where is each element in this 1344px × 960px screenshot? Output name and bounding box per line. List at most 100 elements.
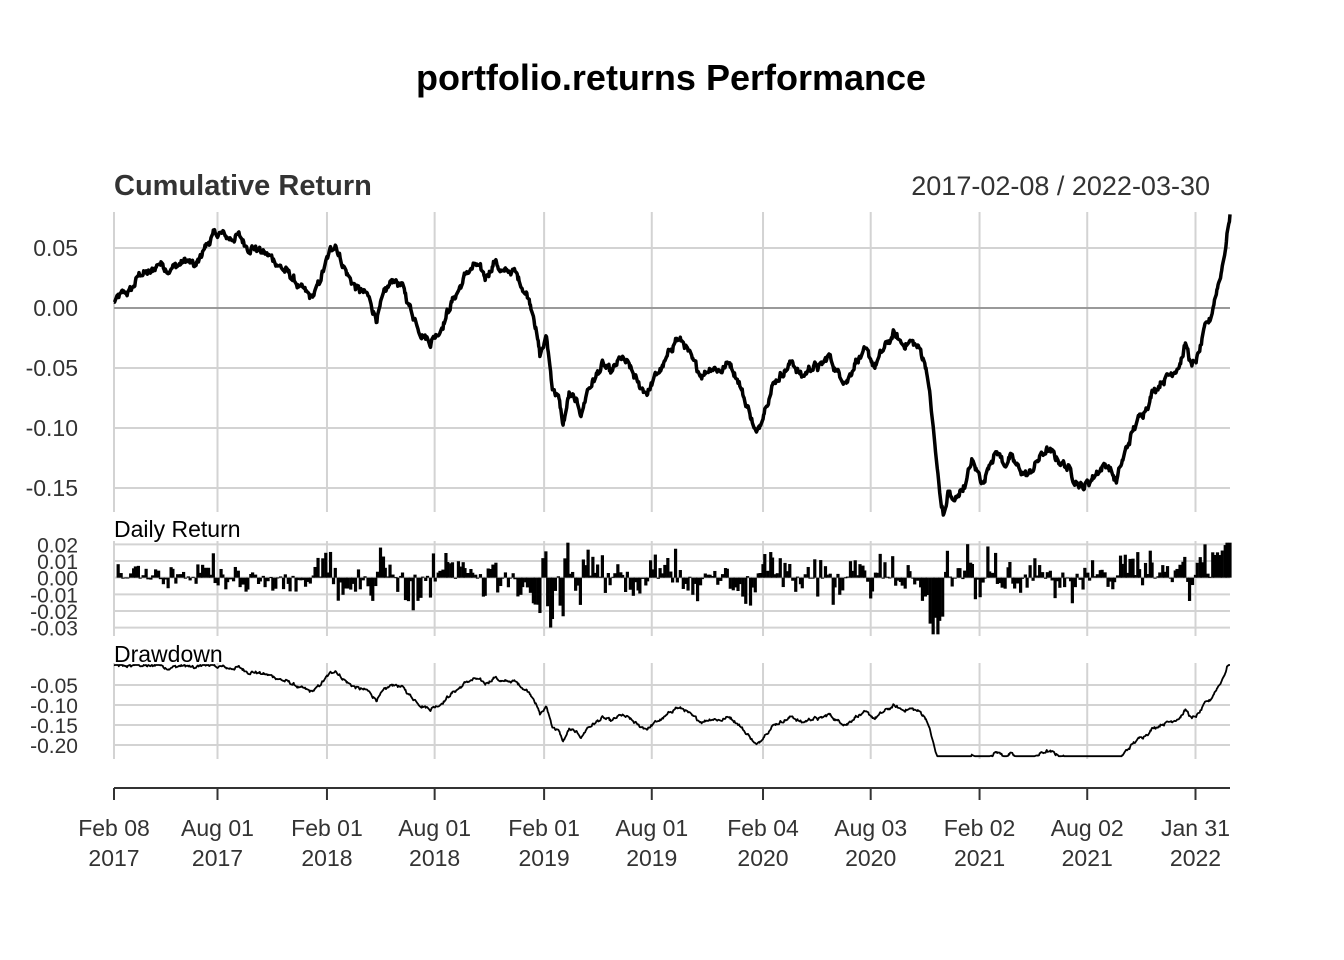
daily-return-bar [913, 577, 917, 585]
daily-return-bar [494, 562, 498, 578]
daily-return-bar [1162, 571, 1167, 578]
daily-return-bar [1019, 577, 1023, 593]
daily-return-bar [386, 576, 390, 578]
daily-return-bar [176, 574, 180, 578]
cumulative-return-title: Cumulative Return [114, 170, 372, 202]
daily-return-bar [995, 577, 1000, 584]
daily-return-bar [641, 577, 645, 579]
x-tick-label: 2018 [409, 845, 460, 871]
daily-return-bar [894, 577, 898, 586]
daily-return-bar [500, 577, 505, 579]
daily-return-bar [263, 577, 267, 588]
daily-return-bar [408, 577, 412, 582]
y-tick-label: 0.00 [33, 295, 78, 321]
daily-return-bar [226, 577, 230, 583]
daily-return-bar [324, 552, 328, 578]
daily-return-bar [848, 561, 853, 578]
daily-return-bar [794, 577, 798, 592]
daily-return-bar [1061, 572, 1065, 578]
daily-return-bar [803, 574, 807, 578]
daily-return-bar [858, 564, 862, 578]
daily-return-bar [850, 570, 854, 578]
daily-y-ticks: 0.020.010.00-0.01-0.02-0.03 [30, 534, 78, 640]
daily-return-bar [828, 573, 832, 578]
x-tick-label: 2018 [301, 845, 352, 871]
x-tick-label: 2017 [192, 845, 243, 871]
daily-return-bar [1198, 557, 1202, 578]
daily-return-bar [481, 577, 486, 597]
y-tick-label: 0.02 [37, 534, 78, 557]
daily-return-bar [350, 577, 355, 584]
daily-return-bar [221, 574, 225, 578]
daily-return-bar [119, 573, 123, 578]
daily-return-bar [319, 576, 323, 578]
daily-return-bar [1228, 542, 1232, 578]
x-tick-label: 2020 [845, 845, 896, 871]
x-tick-label: 2020 [737, 845, 788, 871]
daily-return-bar [596, 564, 600, 578]
daily-return-bar [374, 577, 378, 587]
daily-return-bar [1011, 577, 1015, 584]
daily-return-bar [1025, 577, 1029, 588]
daily-return-bar [291, 575, 295, 578]
daily-return-bar [750, 577, 754, 588]
daily-return-bar [431, 553, 436, 578]
daily-return-bar [233, 566, 237, 578]
daily-return-bar [219, 568, 223, 578]
daily-return-bar [496, 577, 500, 593]
daily-return-bar [124, 577, 128, 579]
daily-return-bar [1000, 577, 1004, 588]
daily-return-bar [969, 562, 973, 578]
daily-return-bar [669, 571, 673, 578]
cumulative-series [112, 214, 1232, 517]
daily-return-bar [325, 572, 330, 578]
daily-return-bar [741, 577, 745, 597]
daily-return-bar [444, 553, 448, 578]
daily-return-bar [369, 577, 373, 596]
daily-return-bar [1056, 577, 1060, 582]
daily-return-bar [132, 568, 136, 578]
daily-return-bar [449, 563, 453, 578]
daily-return-bar [281, 577, 286, 590]
daily-return-bar [513, 577, 517, 580]
daily-return-bar [154, 569, 158, 578]
daily-return-bar [1136, 552, 1140, 578]
daily-return-bar [1223, 545, 1227, 578]
daily-return-bar [886, 576, 890, 578]
x-tick-label: Aug 02 [1051, 815, 1124, 841]
daily-return-bar [808, 577, 812, 579]
daily-return-bar [753, 577, 757, 593]
daily-return-bar [673, 548, 678, 578]
daily-return-bar [681, 577, 685, 589]
daily-return-bar [661, 573, 665, 578]
daily-return-bar [1033, 558, 1037, 578]
daily-return-bar [1137, 569, 1142, 578]
daily-return-bar [1212, 554, 1217, 578]
daily-return-bar [988, 571, 992, 578]
daily-return-bar [228, 577, 233, 580]
daily-return-bar [731, 577, 735, 591]
daily-return-bar [163, 577, 167, 580]
daily-return-bar [666, 557, 670, 578]
daily-return-bar [1148, 550, 1152, 578]
daily-return-bar [525, 577, 530, 588]
daily-return-bar [600, 555, 604, 578]
daily-return-bar [698, 577, 703, 586]
daily-return-bar [411, 577, 415, 611]
daily-return-bar [251, 572, 255, 578]
daily-return-bar [878, 553, 882, 578]
x-tick-label: Aug 01 [615, 815, 688, 841]
daily-return-bar [788, 563, 792, 578]
y-tick-label: -0.10 [30, 695, 78, 718]
daily-return-bar [213, 577, 217, 584]
daily-return-bar [238, 577, 242, 588]
daily-return-bar [536, 577, 540, 605]
daily-return-bar [138, 577, 142, 579]
x-tick-label: Feb 08 [78, 815, 150, 841]
daily-return-bar [713, 570, 717, 578]
daily-return-bar [1120, 563, 1124, 578]
daily-return-bar [650, 569, 654, 578]
daily-return-bar [1081, 577, 1085, 590]
daily-return-bar [471, 572, 475, 578]
